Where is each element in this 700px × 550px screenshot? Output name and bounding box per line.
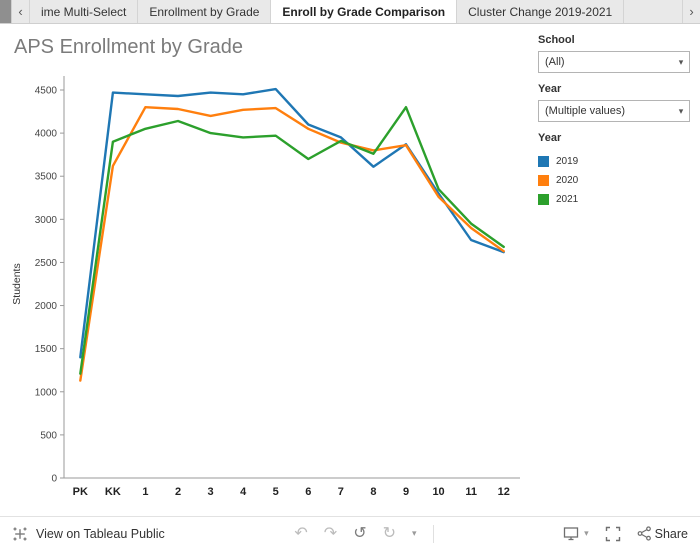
toolbar-brand[interactable]: View on Tableau Public (12, 526, 165, 542)
svg-text:PK: PK (73, 486, 88, 498)
chevron-left-icon: ‹ (18, 4, 23, 19)
tab-label: Enrollment by Grade (149, 4, 260, 19)
svg-text:9: 9 (403, 486, 409, 498)
tableau-logo-icon (13, 527, 27, 540)
svg-text:1500: 1500 (35, 344, 58, 355)
toolbar-actions: ▾ (563, 526, 688, 542)
school-filter-dropdown[interactable]: (All) ▾ (538, 51, 690, 73)
refresh-button[interactable]: ↻ (382, 524, 396, 542)
chevron-right-icon: › (689, 4, 694, 19)
fullscreen-icon (605, 526, 620, 541)
svg-text:KK: KK (105, 486, 121, 498)
sheet-tab-bar: ‹ ime Multi-Select Enrollment by Grade E… (0, 0, 700, 24)
redo-button[interactable]: ↷ (323, 524, 338, 542)
color-legend: 2019 2020 2021 (538, 152, 690, 209)
undo-button[interactable]: ↶ (294, 524, 308, 542)
clipped-tab-edge[interactable] (0, 0, 12, 23)
legend-item-2020[interactable]: 2020 (538, 171, 690, 190)
svg-text:4: 4 (240, 486, 247, 498)
svg-text:7: 7 (338, 486, 344, 498)
legend-swatch (538, 156, 549, 167)
svg-text:3000: 3000 (35, 215, 58, 226)
svg-text:1: 1 (142, 486, 148, 498)
svg-text:Students: Students (11, 263, 23, 304)
svg-text:2: 2 (175, 486, 181, 498)
svg-text:4000: 4000 (35, 129, 58, 140)
svg-text:5: 5 (273, 486, 279, 498)
svg-text:10: 10 (432, 486, 444, 498)
tab-label: ime Multi-Select (41, 4, 127, 19)
year-filter-dropdown[interactable]: (Multiple values) ▾ (538, 100, 690, 122)
reset-button[interactable]: ↺ (353, 524, 367, 542)
year-filter-label: Year (538, 83, 562, 95)
svg-text:2000: 2000 (35, 301, 58, 312)
legend-item-2019[interactable]: 2019 (538, 152, 690, 171)
svg-text:0: 0 (51, 474, 57, 485)
svg-text:2500: 2500 (35, 258, 58, 269)
chevron-down-icon: ▾ (678, 56, 684, 67)
history-controls: ↶ ↷ ↺ ↻ ▾ (294, 524, 434, 543)
tab-label: Cluster Change 2019-2021 (468, 4, 613, 19)
legend-item-2021[interactable]: 2021 (538, 190, 690, 209)
chevron-down-icon: ▾ (678, 105, 684, 116)
chevron-down-icon: ▾ (584, 528, 589, 538)
share-icon (637, 526, 651, 541)
legend-label: 2021 (556, 194, 579, 205)
legend-title: Year (538, 132, 562, 144)
fullscreen-button[interactable] (605, 526, 621, 542)
school-filter-value: (All) (545, 56, 565, 68)
toolbar-divider (432, 524, 434, 543)
svg-text:8: 8 (370, 486, 376, 498)
svg-text:1000: 1000 (35, 387, 58, 398)
year-filter-value: (Multiple values) (545, 105, 626, 117)
chevron-down-icon[interactable]: ▾ (412, 528, 417, 538)
tabs-scroll-right-button[interactable]: › (682, 0, 700, 23)
tab-time-multi-select[interactable]: ime Multi-Select (30, 0, 139, 23)
download-icon (563, 526, 579, 540)
tabs-scroll-left-button[interactable]: ‹ (12, 0, 30, 23)
page-title: APS Enrollment by Grade (14, 36, 243, 58)
legend-swatch (538, 194, 549, 205)
legend-label: 2019 (556, 156, 579, 167)
svg-text:3: 3 (208, 486, 214, 498)
svg-text:6: 6 (305, 486, 311, 498)
share-button-label: Share (654, 526, 688, 541)
svg-text:11: 11 (465, 486, 477, 498)
tab-cluster-change[interactable]: Cluster Change 2019-2021 (457, 0, 625, 23)
tab-label: Enroll by Grade Comparison (282, 4, 446, 19)
view-on-tableau-public-link[interactable]: View on Tableau Public (36, 526, 165, 541)
tableau-toolbar: View on Tableau Public ↶ ↷ ↺ ↻ ▾ ▾ (0, 516, 700, 550)
school-filter-label: School (538, 34, 575, 46)
tab-enroll-by-grade-comparison[interactable]: Enroll by Grade Comparison (271, 0, 458, 23)
svg-text:4500: 4500 (35, 86, 58, 97)
tab-enrollment-by-grade[interactable]: Enrollment by Grade (138, 0, 272, 23)
legend-swatch (538, 175, 549, 186)
filter-panel: School (All) ▾ Year (Multiple values) ▾ … (538, 30, 690, 209)
svg-text:500: 500 (40, 430, 57, 441)
svg-text:12: 12 (498, 486, 510, 498)
share-button[interactable]: Share (637, 526, 688, 541)
legend-label: 2020 (556, 175, 579, 186)
chart-canvas[interactable]: 0 500 1000 1500 2000 2500 3000 3500 4000 4500 PK KK… (8, 58, 533, 508)
download-button[interactable]: ▾ (563, 526, 589, 542)
svg-text:3500: 3500 (35, 172, 58, 183)
